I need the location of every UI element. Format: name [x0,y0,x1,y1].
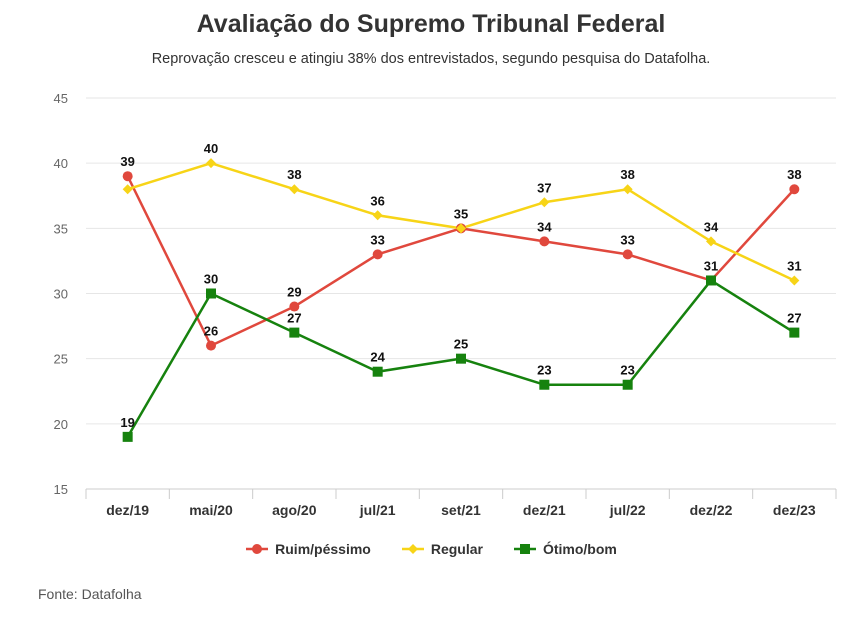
point-marker [122,184,133,195]
source-note: Fonte: Datafolha [38,586,142,602]
point-marker [289,301,300,312]
legend-swatch-marker [519,544,530,554]
data-label: 34 [537,219,552,234]
x-tick-label: dez/19 [106,502,149,518]
y-tick-label: 15 [54,482,68,497]
data-label: 24 [370,350,385,365]
data-label: 34 [704,219,719,234]
point-marker [206,340,216,351]
data-label: 37 [537,180,551,195]
data-label: 31 [704,258,718,273]
data-label: 33 [620,232,634,247]
data-labels: 39 26 29 33 34 33 38 40 38 36 35 37 38 34 31 19 30 27 24 25… [120,141,801,430]
x-tick-label: ago/20 [272,502,317,518]
chart-legend: Ruim/péssimo Regular Ótimo/bom [0,541,862,557]
x-tick-label: dez/22 [690,502,733,518]
point-marker [372,210,383,221]
point-marker [122,171,133,182]
point-marker [539,236,550,247]
data-label: 35 [454,206,468,221]
point-marker [206,158,216,169]
x-tick-label: jul/21 [359,502,396,518]
x-axis: dez/19 mai/20 ago/20 jul/21 set/21 dez/21 jul/… [85,489,837,518]
legend-label: Ruim/péssimo [275,541,371,557]
x-tick-label: dez/23 [773,502,816,518]
point-marker [372,366,383,377]
point-marker [706,236,716,247]
point-marker [539,197,550,208]
legend-swatch-marker [252,544,263,554]
legend-label: Ótimo/bom [542,541,617,557]
y-tick-label: 20 [54,417,68,432]
data-label: 38 [620,167,634,182]
legend-label: Regular [430,541,483,557]
data-label: 29 [287,285,301,300]
legend-swatch [246,544,269,554]
data-label: 27 [787,311,801,326]
data-label: 27 [287,311,301,326]
legend-swatch [401,544,424,554]
legend-item: Ótimo/bom [513,541,617,557]
data-label: 31 [787,258,801,273]
point-marker [206,288,216,299]
series-markers [122,158,800,442]
y-tick-label: 40 [54,156,68,171]
series-lines [126,161,796,438]
legend-swatch-marker [407,544,418,554]
line-chart: 15 20 25 30 35 40 45 dez/19 mai/20 ago/20 jul/21 s… [54,91,837,518]
data-label: 23 [620,363,634,378]
data-label: 30 [204,272,218,287]
point-marker [789,184,800,195]
chart-subtitle: Reprovação cresceu e atingiu 38% dos ent… [151,51,711,67]
legend-swatch [513,544,536,554]
point-marker [289,327,300,338]
data-label: 33 [370,232,384,247]
point-marker [706,275,716,286]
point-marker [789,327,800,338]
legend-item: Ruim/péssimo [245,541,371,557]
data-label: 38 [287,167,301,182]
x-tick-label: mai/20 [189,502,233,518]
data-label: 40 [204,141,218,156]
x-tick-label: set/21 [441,502,481,518]
data-label: 19 [120,415,134,430]
grid-lines: 15 20 25 30 35 40 45 [54,91,836,497]
point-marker [372,249,383,260]
data-label: 36 [370,193,384,208]
data-label: 38 [787,167,801,182]
legend-item: Regular [401,541,483,557]
data-label: 39 [120,154,134,169]
point-marker [456,353,466,364]
y-tick-label: 45 [54,91,68,106]
chart-title: Avaliação do Supremo Tribunal Federal [196,10,666,38]
data-label: 25 [454,337,468,352]
point-marker [539,379,550,390]
x-tick-label: jul/22 [609,502,646,518]
point-marker [622,249,633,260]
y-tick-label: 35 [54,221,68,236]
point-marker [789,275,800,286]
point-marker [456,223,466,234]
series-line-0 [126,175,796,347]
data-label: 26 [204,324,218,339]
x-tick-label: dez/21 [523,502,566,518]
point-marker [622,379,633,390]
point-marker [622,184,633,195]
point-marker [289,184,300,195]
y-tick-label: 25 [54,352,68,367]
y-tick-label: 30 [54,287,68,302]
series-line-1 [127,161,795,282]
point-marker [122,431,133,442]
data-label: 23 [537,363,551,378]
